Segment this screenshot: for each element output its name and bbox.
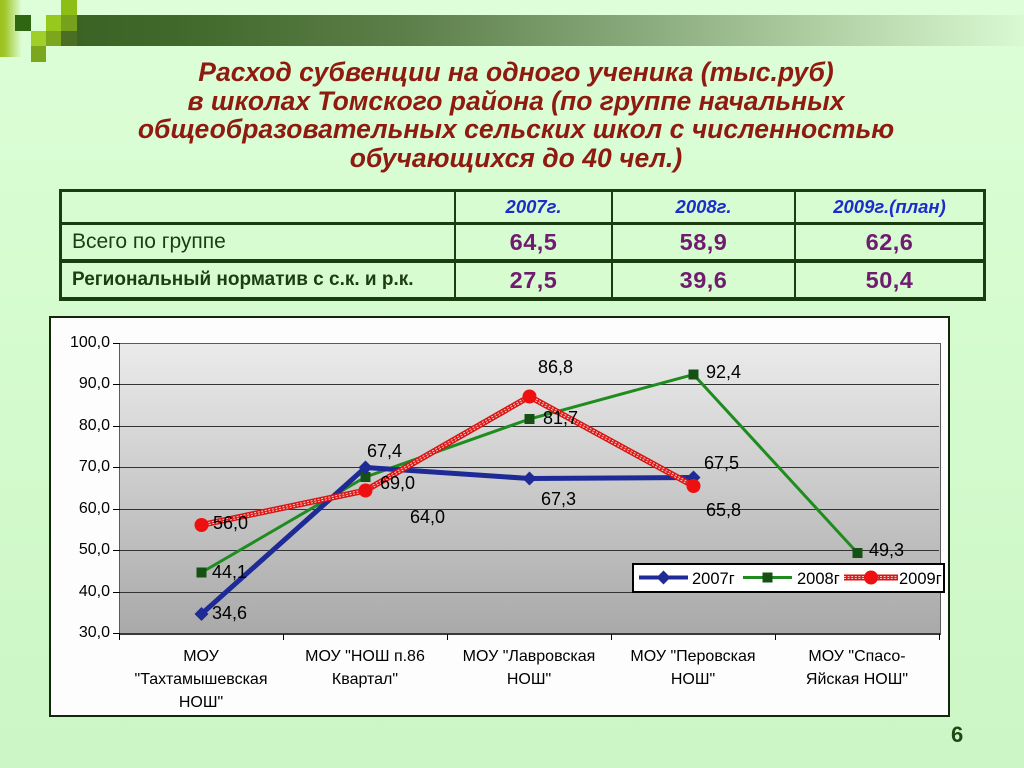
svg-text:2007г: 2007г — [692, 570, 735, 588]
svg-text:2008г: 2008г — [797, 570, 840, 588]
svg-text:2009г: 2009г — [899, 570, 942, 588]
